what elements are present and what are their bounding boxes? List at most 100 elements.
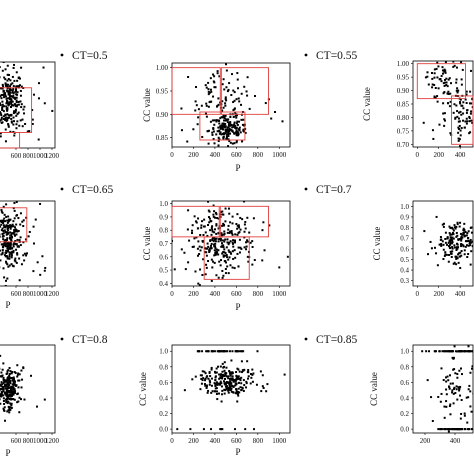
data-point — [453, 246, 456, 249]
data-point — [457, 89, 460, 92]
data-point — [5, 399, 8, 402]
data-point — [445, 388, 448, 391]
data-point — [225, 366, 228, 369]
y-tick-label: 1.0 — [400, 348, 409, 356]
data-point — [2, 230, 5, 233]
data-point — [455, 225, 458, 228]
data-point — [442, 92, 445, 95]
data-point — [13, 110, 16, 113]
data-point — [237, 375, 240, 378]
data-point — [200, 246, 203, 249]
data-point — [207, 209, 210, 212]
data-point — [452, 392, 455, 395]
data-point — [227, 224, 230, 227]
data-point — [5, 95, 8, 98]
data-point — [470, 250, 473, 253]
data-point — [462, 112, 465, 115]
data-point — [204, 251, 207, 254]
data-point — [211, 225, 214, 228]
data-point — [230, 252, 233, 255]
data-point — [10, 387, 13, 390]
data-point — [222, 233, 225, 236]
data-point — [214, 211, 217, 214]
data-point — [214, 387, 217, 390]
data-point — [433, 76, 436, 79]
data-point — [430, 72, 433, 75]
data-point — [13, 388, 16, 391]
data-point — [8, 87, 11, 90]
data-point — [430, 247, 433, 250]
data-point — [213, 382, 216, 385]
data-point — [229, 141, 232, 144]
data-point — [13, 383, 16, 386]
data-point — [233, 99, 236, 102]
data-point — [463, 222, 466, 225]
data-point — [435, 252, 438, 255]
data-point — [460, 113, 463, 116]
x-tick-label: 0 — [416, 151, 420, 159]
data-point — [211, 228, 214, 231]
highlight-box — [451, 95, 474, 145]
data-point — [219, 210, 222, 213]
data-point — [460, 61, 463, 64]
data-point — [261, 374, 264, 377]
data-point — [455, 249, 458, 252]
data-point — [224, 261, 227, 264]
data-point — [9, 236, 12, 239]
data-point — [449, 238, 452, 241]
data-point — [452, 262, 455, 265]
data-point — [228, 250, 231, 253]
data-point — [212, 73, 215, 76]
data-point — [13, 378, 16, 381]
data-point — [16, 79, 19, 82]
data-point — [37, 82, 40, 85]
data-point — [239, 131, 242, 134]
data-point — [459, 232, 462, 235]
data-point — [456, 376, 459, 379]
data-point — [214, 228, 217, 231]
data-point — [243, 246, 246, 249]
data-point — [201, 273, 204, 276]
data-point — [14, 242, 17, 245]
data-point — [11, 386, 14, 389]
data-point — [210, 366, 213, 369]
data-point — [0, 102, 2, 105]
data-point — [447, 102, 450, 105]
data-point — [7, 265, 10, 268]
data-point — [33, 242, 35, 245]
data-point — [436, 264, 439, 267]
data-point — [3, 378, 6, 381]
data-point — [224, 102, 227, 105]
data-point — [0, 95, 2, 98]
data-point — [235, 350, 238, 353]
data-point — [196, 227, 199, 230]
data-point — [9, 394, 12, 397]
data-point — [221, 362, 224, 365]
data-point — [2, 110, 5, 113]
data-point — [224, 385, 227, 388]
data-point — [215, 250, 218, 253]
data-point — [230, 232, 233, 235]
data-point — [5, 384, 8, 387]
y-tick-label: 0.75 — [397, 127, 410, 135]
data-point — [0, 398, 1, 401]
data-point — [214, 238, 217, 241]
data-point — [453, 345, 456, 348]
data-point — [235, 383, 238, 386]
data-point — [241, 218, 244, 221]
points-p3 — [422, 61, 473, 147]
data-point — [6, 64, 9, 67]
data-point — [12, 104, 15, 107]
data-point — [9, 130, 12, 133]
data-point — [205, 104, 208, 107]
data-point — [457, 386, 460, 389]
data-point — [14, 110, 17, 113]
data-point — [6, 108, 9, 111]
data-point — [10, 254, 13, 257]
data-point — [204, 231, 207, 234]
data-point — [198, 253, 201, 256]
data-point — [3, 217, 6, 220]
data-point — [219, 239, 222, 242]
data-point — [455, 388, 458, 391]
data-point — [465, 396, 468, 399]
